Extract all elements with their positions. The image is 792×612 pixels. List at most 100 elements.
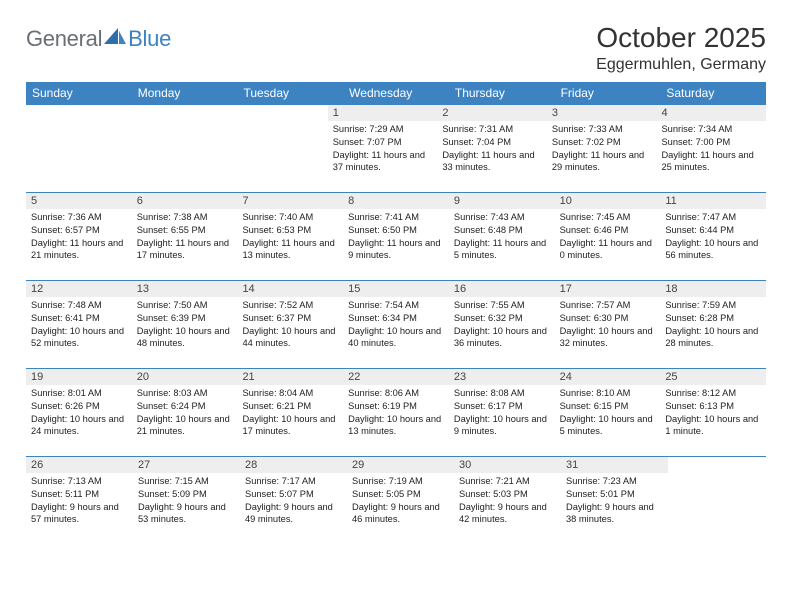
day-cell: 25Sunrise: 8:12 AMSunset: 6:13 PMDayligh…: [660, 369, 766, 456]
calendar-weeks: 1Sunrise: 7:29 AMSunset: 7:07 PMDaylight…: [26, 105, 766, 545]
day-number-bar: 26: [26, 457, 133, 473]
day-number-bar: 10: [555, 193, 661, 209]
dow-cell: Saturday: [660, 82, 766, 105]
day-cell: 18Sunrise: 7:59 AMSunset: 6:28 PMDayligh…: [660, 281, 766, 368]
daylight-text: Daylight: 11 hours and 37 minutes.: [333, 150, 434, 174]
daylight-text: Daylight: 10 hours and 44 minutes.: [242, 326, 339, 350]
day-cell: 9 Sunrise: 7:43 AMSunset: 6:48 PMDaylight…: [449, 193, 555, 280]
dow-cell: Thursday: [449, 82, 555, 105]
day-number: 4: [661, 107, 761, 119]
calendar-week: 12Sunrise: 7:48 AMSunset: 6:41 PMDayligh…: [26, 281, 766, 369]
daylight-text: Daylight: 10 hours and 5 minutes.: [560, 414, 657, 438]
day-number: 22: [348, 371, 444, 383]
day-number-bar: 13: [132, 281, 238, 297]
day-number-bar: 31: [561, 457, 668, 473]
sunrise-text: Sunrise: 7:41 AM: [348, 212, 445, 224]
day-number-bar: 5: [26, 193, 132, 209]
day-number: 19: [31, 371, 127, 383]
sunrise-text: Sunrise: 7:15 AM: [138, 476, 236, 488]
empty-day-cell: [127, 105, 228, 192]
day-number: 23: [454, 371, 550, 383]
sunset-text: Sunset: 7:07 PM: [333, 137, 434, 149]
day-cell: 29Sunrise: 7:19 AMSunset: 5:05 PMDayligh…: [347, 457, 454, 545]
daylight-text: Daylight: 9 hours and 57 minutes.: [31, 502, 129, 526]
day-number-bar: 23: [449, 369, 555, 385]
day-cell: 27Sunrise: 7:15 AMSunset: 5:09 PMDayligh…: [133, 457, 240, 545]
daylight-text: Daylight: 10 hours and 17 minutes.: [242, 414, 339, 438]
day-number: 15: [348, 283, 444, 295]
day-number: 17: [560, 283, 656, 295]
dow-cell: Sunday: [26, 82, 132, 105]
sunrise-text: Sunrise: 7:36 AM: [31, 212, 128, 224]
day-cell: 15Sunrise: 7:54 AMSunset: 6:34 PMDayligh…: [343, 281, 449, 368]
day-number-bar: 9: [449, 193, 555, 209]
day-cell: 2Sunrise: 7:31 AMSunset: 7:04 PMDaylight…: [437, 105, 547, 192]
day-number: 7: [242, 195, 338, 207]
sunset-text: Sunset: 6:37 PM: [242, 313, 339, 325]
day-number: 26: [31, 459, 128, 471]
days-of-week-header: SundayMondayTuesdayWednesdayThursdayFrid…: [26, 82, 766, 105]
sunrise-text: Sunrise: 7:43 AM: [454, 212, 551, 224]
day-number-bar: 18: [660, 281, 766, 297]
sunset-text: Sunset: 6:13 PM: [665, 401, 762, 413]
sunset-text: Sunset: 5:01 PM: [566, 489, 664, 501]
calendar: SundayMondayTuesdayWednesdayThursdayFrid…: [26, 82, 766, 545]
daylight-text: Daylight: 10 hours and 52 minutes.: [31, 326, 128, 350]
day-cell: 10Sunrise: 7:45 AMSunset: 6:46 PMDayligh…: [555, 193, 661, 280]
logo: General Blue: [26, 22, 171, 52]
sunset-text: Sunset: 6:41 PM: [31, 313, 128, 325]
day-number-bar: 28: [240, 457, 347, 473]
sunrise-text: Sunrise: 7:47 AM: [665, 212, 762, 224]
day-number-bar: 6: [132, 193, 238, 209]
day-cell: 5Sunrise: 7:36 AMSunset: 6:57 PMDaylight…: [26, 193, 132, 280]
sunrise-text: Sunrise: 7:59 AM: [665, 300, 762, 312]
sunset-text: Sunset: 5:11 PM: [31, 489, 129, 501]
daylight-text: Daylight: 10 hours and 24 minutes.: [31, 414, 128, 438]
day-number-bar: 25: [660, 369, 766, 385]
sunset-text: Sunset: 6:55 PM: [137, 225, 234, 237]
logo-text-general: General: [26, 26, 102, 52]
day-cell: 1Sunrise: 7:29 AMSunset: 7:07 PMDaylight…: [328, 105, 438, 192]
dow-cell: Tuesday: [237, 82, 343, 105]
daylight-text: Daylight: 9 hours and 49 minutes.: [245, 502, 343, 526]
day-cell: 13Sunrise: 7:50 AMSunset: 6:39 PMDayligh…: [132, 281, 238, 368]
daylight-text: Daylight: 10 hours and 21 minutes.: [137, 414, 234, 438]
day-number-bar: 8: [343, 193, 449, 209]
day-number: 25: [665, 371, 761, 383]
day-number-bar: 11: [660, 193, 766, 209]
daylight-text: Daylight: 10 hours and 36 minutes.: [454, 326, 551, 350]
sunset-text: Sunset: 5:07 PM: [245, 489, 343, 501]
sunrise-text: Sunrise: 7:13 AM: [31, 476, 129, 488]
sunset-text: Sunset: 7:02 PM: [552, 137, 653, 149]
daylight-text: Daylight: 11 hours and 5 minutes.: [454, 238, 551, 262]
day-cell: 11Sunrise: 7:47 AMSunset: 6:44 PMDayligh…: [660, 193, 766, 280]
sunset-text: Sunset: 6:46 PM: [560, 225, 657, 237]
sunrise-text: Sunrise: 7:34 AM: [661, 124, 762, 136]
sunset-text: Sunset: 6:26 PM: [31, 401, 128, 413]
sunset-text: Sunset: 6:50 PM: [348, 225, 445, 237]
day-number-bar: 14: [237, 281, 343, 297]
sunset-text: Sunset: 6:32 PM: [454, 313, 551, 325]
sunrise-text: Sunrise: 7:21 AM: [459, 476, 557, 488]
day-cell: 26 Sunrise: 7:13 AMSunset: 5:11 PMDayligh…: [26, 457, 133, 545]
sunset-text: Sunset: 6:19 PM: [348, 401, 445, 413]
day-cell: 17Sunrise: 7:57 AMSunset: 6:30 PMDayligh…: [555, 281, 661, 368]
sunrise-text: Sunrise: 7:19 AM: [352, 476, 450, 488]
day-number-bar: 20: [132, 369, 238, 385]
title-block: October 2025 Eggermuhlen, Germany: [596, 22, 766, 74]
day-cell: 30Sunrise: 7:21 AMSunset: 5:03 PMDayligh…: [454, 457, 561, 545]
sunrise-text: Sunrise: 7:40 AM: [242, 212, 339, 224]
day-number: 10: [560, 195, 656, 207]
calendar-week: 5Sunrise: 7:36 AMSunset: 6:57 PMDaylight…: [26, 193, 766, 281]
sunset-text: Sunset: 5:09 PM: [138, 489, 236, 501]
day-cell: 28Sunrise: 7:17 AMSunset: 5:07 PMDayligh…: [240, 457, 347, 545]
day-cell: 6Sunrise: 7:38 AMSunset: 6:55 PMDaylight…: [132, 193, 238, 280]
day-number: 2: [442, 107, 542, 119]
day-number: 1: [333, 107, 433, 119]
daylight-text: Daylight: 11 hours and 21 minutes.: [31, 238, 128, 262]
sunset-text: Sunset: 5:03 PM: [459, 489, 557, 501]
day-number-bar: 22: [343, 369, 449, 385]
sunset-text: Sunset: 6:48 PM: [454, 225, 551, 237]
day-number: 18: [665, 283, 761, 295]
day-cell: 19Sunrise: 8:01 AMSunset: 6:26 PMDayligh…: [26, 369, 132, 456]
